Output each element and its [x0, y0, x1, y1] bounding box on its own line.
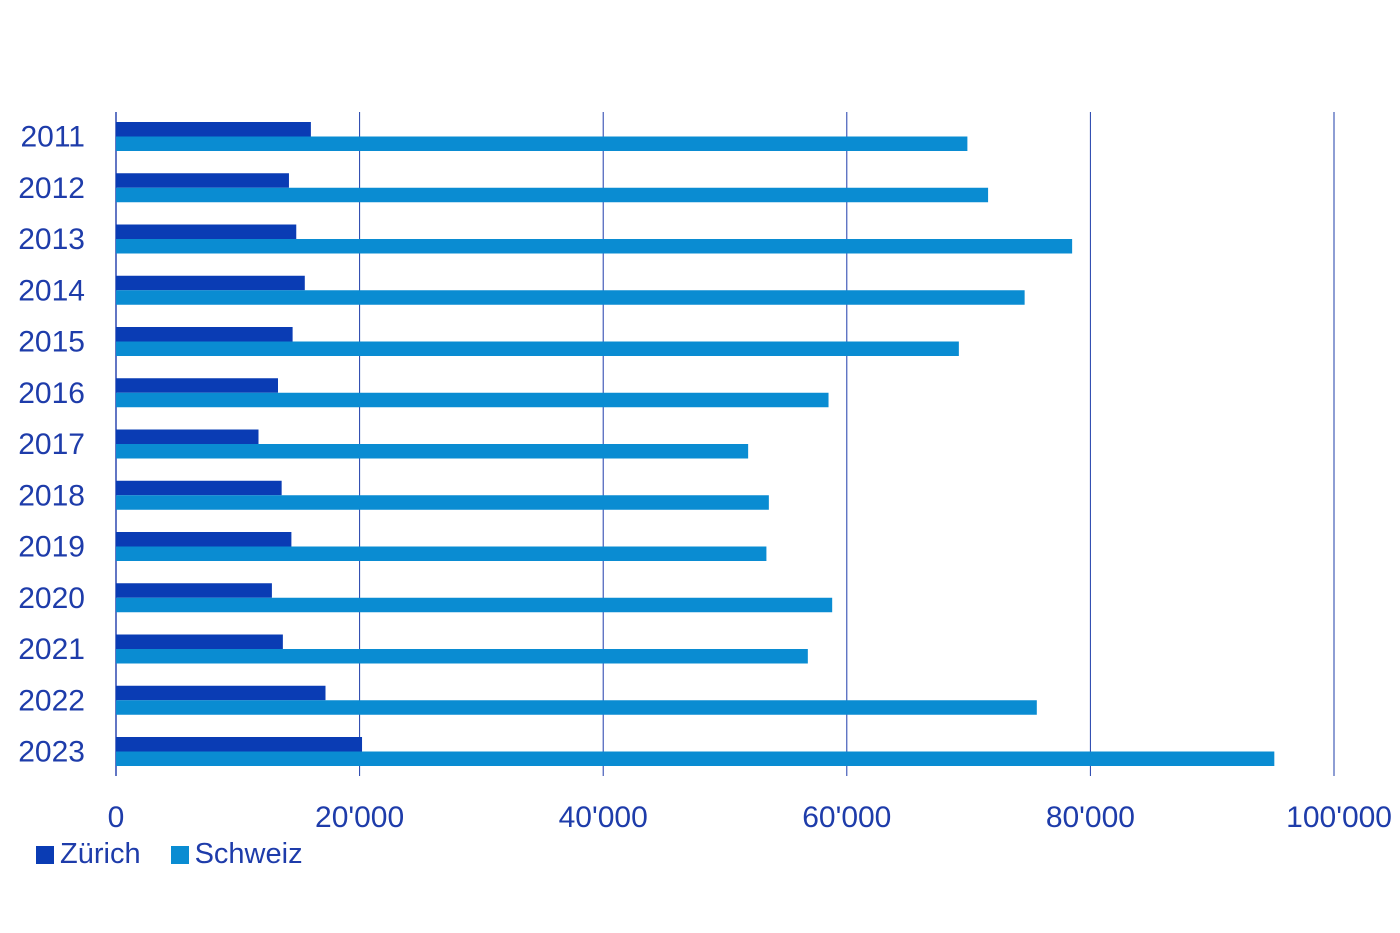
bar-zrich-2015 [116, 327, 293, 342]
legend-label: Zürich [60, 838, 141, 870]
y-axis-labels: 2011 2012 2013 2014 2015 2016 2017 2018 2019 2020… [18, 121, 85, 769]
bar-schweiz-2019 [116, 546, 767, 561]
y-tick-label-2014: 2014 [18, 274, 85, 307]
x-axis-labels: 0 20'000 40'000 60'000 80'000 100'000 [108, 801, 1392, 834]
legend-item-zrich: Zürich [36, 838, 141, 871]
y-tick-label-2023: 2023 [18, 736, 85, 769]
bar-schweiz-2013 [116, 239, 1073, 254]
legend-label: Schweiz [194, 838, 303, 870]
bar-schweiz-2016 [116, 392, 829, 408]
bar-zrich-2012 [116, 173, 289, 188]
bar-zrich-2017 [116, 429, 259, 444]
legend-item-schweiz: Schweiz [170, 838, 303, 871]
x-tick-label-2: 40'000 [559, 801, 648, 834]
y-tick-label-2021: 2021 [18, 633, 85, 666]
bar-zrich-2018 [116, 480, 282, 496]
bar-schweiz-2023 [116, 751, 1275, 766]
y-tick-label-2013: 2013 [18, 223, 85, 256]
bar-zrich-2016 [116, 378, 278, 393]
bars [116, 122, 1275, 766]
bar-zrich-2023 [116, 737, 363, 752]
legend-swatch [170, 845, 189, 864]
legend-swatch [36, 845, 54, 864]
x-tick-label-5: 100'000 [1286, 801, 1392, 834]
bar-schweiz-2017 [116, 444, 749, 459]
y-tick-label-2019: 2019 [18, 531, 85, 564]
bar-schweiz-2018 [116, 495, 769, 510]
y-tick-label-2022: 2022 [18, 684, 85, 717]
bar-schweiz-2020 [116, 597, 833, 613]
bar-zrich-2014 [116, 275, 305, 291]
y-tick-label-2018: 2018 [18, 479, 85, 512]
bar-zrich-2019 [116, 532, 292, 547]
legend: Zürich Schweiz [36, 838, 333, 871]
y-tick-label-2020: 2020 [18, 582, 85, 615]
y-tick-label-2011: 2011 [20, 121, 85, 154]
bar-schweiz-2012 [116, 187, 989, 203]
x-tick-label-0: 0 [108, 801, 125, 834]
bar-schweiz-2021 [116, 649, 808, 664]
bar-schweiz-2015 [116, 341, 959, 356]
y-tick-label-2012: 2012 [18, 172, 85, 205]
bar-schweiz-2022 [116, 700, 1037, 715]
y-tick-label-2016: 2016 [18, 377, 85, 410]
y-tick-label-2015: 2015 [18, 326, 85, 359]
x-tick-label-1: 20'000 [315, 801, 404, 834]
y-tick-label-2017: 2017 [18, 428, 85, 461]
bar-zrich-2020 [116, 583, 272, 598]
bar-zrich-2021 [116, 634, 283, 649]
x-tick-label-4: 80'000 [1046, 801, 1135, 834]
bar-zrich-2022 [116, 685, 326, 701]
bar-schweiz-2014 [116, 290, 1025, 305]
bar-zrich-2013 [116, 224, 297, 239]
bar-schweiz-2011 [116, 136, 968, 151]
bar-zrich-2011 [116, 122, 311, 137]
x-tick-label-3: 60'000 [802, 801, 891, 834]
